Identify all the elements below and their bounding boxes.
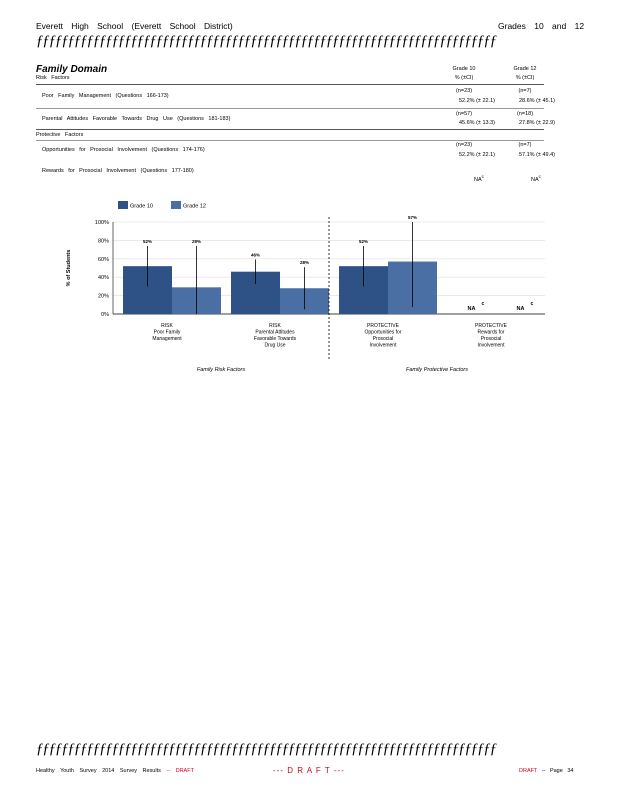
col-grade10-sub: % (±CI) [454,75,474,81]
legend-label: Grade 10 [130,204,153,210]
row-n10: (n=23) [455,88,473,94]
na-superscript: c [531,301,534,307]
category-label: Poor Family [154,330,181,336]
category-label: Prosocial [481,336,502,342]
row-v10: 45.6% (± 13.3) [458,120,496,126]
category-label: PROTECTIVE [367,323,400,329]
row-divider [36,140,544,141]
data-label: 29% [192,239,201,244]
domain-title: Family Domain [36,64,108,75]
y-tick-label: 80% [98,238,109,244]
category-label: Involvement [478,343,506,349]
y-tick-label: 60% [98,257,109,263]
row-v12: 57.1% (± 49.4) [518,152,556,158]
row-divider [36,108,544,109]
y-tick-label: 20% [98,294,109,300]
na-label: NA [468,306,476,312]
row-na10: NAc [474,174,484,183]
data-label: 57% [408,215,417,220]
col-grade12-sub: % (±CI) [515,75,535,81]
row-na12: NAc [531,174,541,183]
na-label: NA [517,306,525,312]
header-divider: ƒƒƒƒƒƒƒƒƒƒƒƒƒƒƒƒƒƒƒƒƒƒƒƒƒƒƒƒƒƒƒƒƒƒƒƒƒƒƒƒ… [36,33,497,49]
category-label: Opportunities for [365,330,402,336]
row-label: Poor Family Management (Questions 166-17… [42,93,169,99]
report-title: Everett High School (Everett School Dist… [36,21,233,31]
legend-swatch [118,201,128,209]
category-label: Favorable Towards [254,336,297,342]
row-n12: (n=7) [518,142,532,148]
col-grade12-header: Grade 12 [513,66,537,72]
row-n10: (n=23) [455,142,473,148]
data-label: 52% [143,239,152,244]
category-label: Parental Attitudes [255,330,295,336]
y-axis-label: % of Students [66,250,72,287]
row-label: Rewards for Prosocial Involvement (Quest… [42,168,194,174]
row-n12: (n=7) [518,88,532,94]
na-superscript: c [482,301,485,307]
category-label: RISK [161,323,173,329]
row-v12: 27.8% (± 22.9) [518,120,556,126]
row-v10: 52.2% (± 22.1) [458,98,496,104]
col-grade10-header: Grade 10 [452,66,476,72]
row-divider [36,129,544,130]
footer-divider: ƒƒƒƒƒƒƒƒƒƒƒƒƒƒƒƒƒƒƒƒƒƒƒƒƒƒƒƒƒƒƒƒƒƒƒƒƒƒƒƒ… [36,741,497,757]
row-n12: (n=18) [516,111,534,117]
protective-factors-heading: Protective Factors [36,132,84,138]
row-label: Opportunities for Prosocial Involvement … [42,147,205,153]
footer-survey-label: Healthy Youth Survey 2014 Survey Results… [36,768,194,774]
legend-swatch [171,201,181,209]
y-tick-label: 40% [98,275,109,281]
grades-label: Grades 10 and 12 [498,21,585,31]
footer-page: DRAFT -- Page 34 [519,768,574,774]
row-v10: 52.2% (± 22.1) [458,152,496,158]
family-domain-chart: 0% 20% 40% 60% 80% 100% % of Students Grade 10 G… [66,201,545,373]
legend-label: Grade 12 [183,204,206,210]
footer-draft-banner: --- D R A F T --- [273,766,345,775]
table-top-rule [36,84,544,85]
risk-factors-heading: Risk Factors [36,75,70,81]
category-label: RISK [269,323,281,329]
category-label: Prosocial [373,336,394,342]
y-tick-label: 100% [95,220,109,226]
row-label: Parental Attitudes Favorable Towards Dru… [42,116,231,122]
group-label: Family Risk Factors [197,367,246,373]
category-label: Involvement [370,343,398,349]
group-label: Family Protective Factors [406,367,468,373]
row-v12: 28.6% (± 45.1) [518,98,556,104]
data-label: 52% [359,239,368,244]
category-label: Drug Use [264,343,285,349]
data-label: 46% [251,252,260,257]
category-label: Management [152,336,182,342]
row-n10: (n=57) [455,111,473,117]
category-label: PROTECTIVE [475,323,508,329]
y-tick-label: 0% [101,312,109,318]
category-label: Rewards for [478,330,505,336]
data-label: 28% [300,260,309,265]
